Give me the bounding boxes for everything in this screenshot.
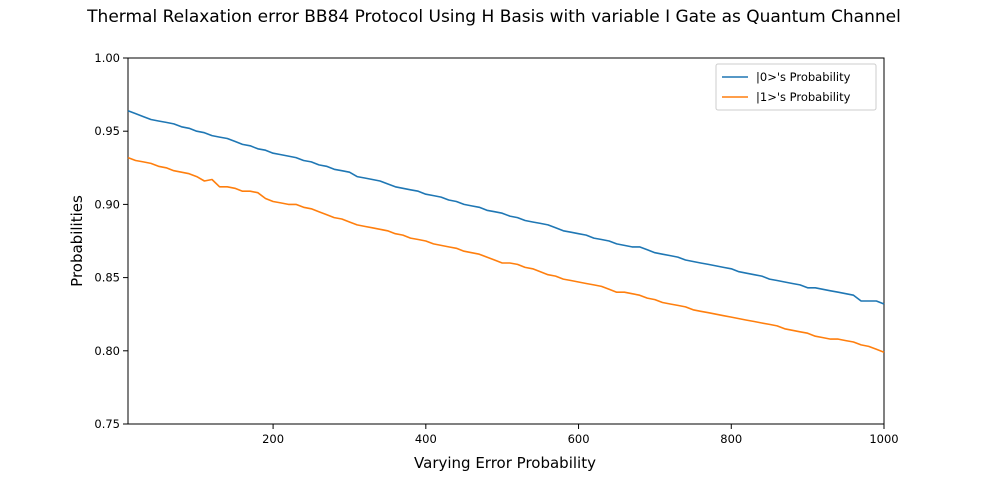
y-axis-label: Probabilities bbox=[68, 195, 86, 287]
y-axis: 0.75 0.80 0.85 0.90 0.95 1.00 bbox=[94, 51, 128, 431]
x-tick-label: 400 bbox=[415, 432, 437, 446]
series-lines bbox=[127, 109, 885, 354]
y-tick-label: 0.90 bbox=[94, 197, 120, 211]
series-line-1 bbox=[127, 156, 885, 354]
x-tick-label: 800 bbox=[720, 432, 742, 446]
chart-title: Thermal Relaxation error BB84 Protocol U… bbox=[86, 7, 901, 27]
legend-label-series-0: |0>'s Probability bbox=[756, 70, 851, 84]
x-axis-label: Varying Error Probability bbox=[414, 454, 596, 472]
legend: |0>'s Probability |1>'s Probability bbox=[715, 63, 877, 111]
legend-box bbox=[715, 63, 877, 111]
y-tick-label: 0.85 bbox=[94, 271, 120, 285]
x-tick-label: 1000 bbox=[869, 432, 898, 446]
legend-label-series-1: |1>'s Probability bbox=[756, 90, 851, 104]
y-tick-label: 0.95 bbox=[94, 124, 120, 138]
x-tick-label: 200 bbox=[262, 432, 284, 446]
y-tick-label: 0.80 bbox=[94, 344, 120, 358]
y-tick-label: 1.00 bbox=[94, 51, 120, 65]
y-tick-label: 0.75 bbox=[94, 417, 120, 431]
plot-area bbox=[127, 57, 885, 425]
x-tick-label: 600 bbox=[568, 432, 590, 446]
x-axis: 200 400 600 800 1000 bbox=[262, 424, 899, 446]
series-line-0 bbox=[127, 109, 885, 305]
